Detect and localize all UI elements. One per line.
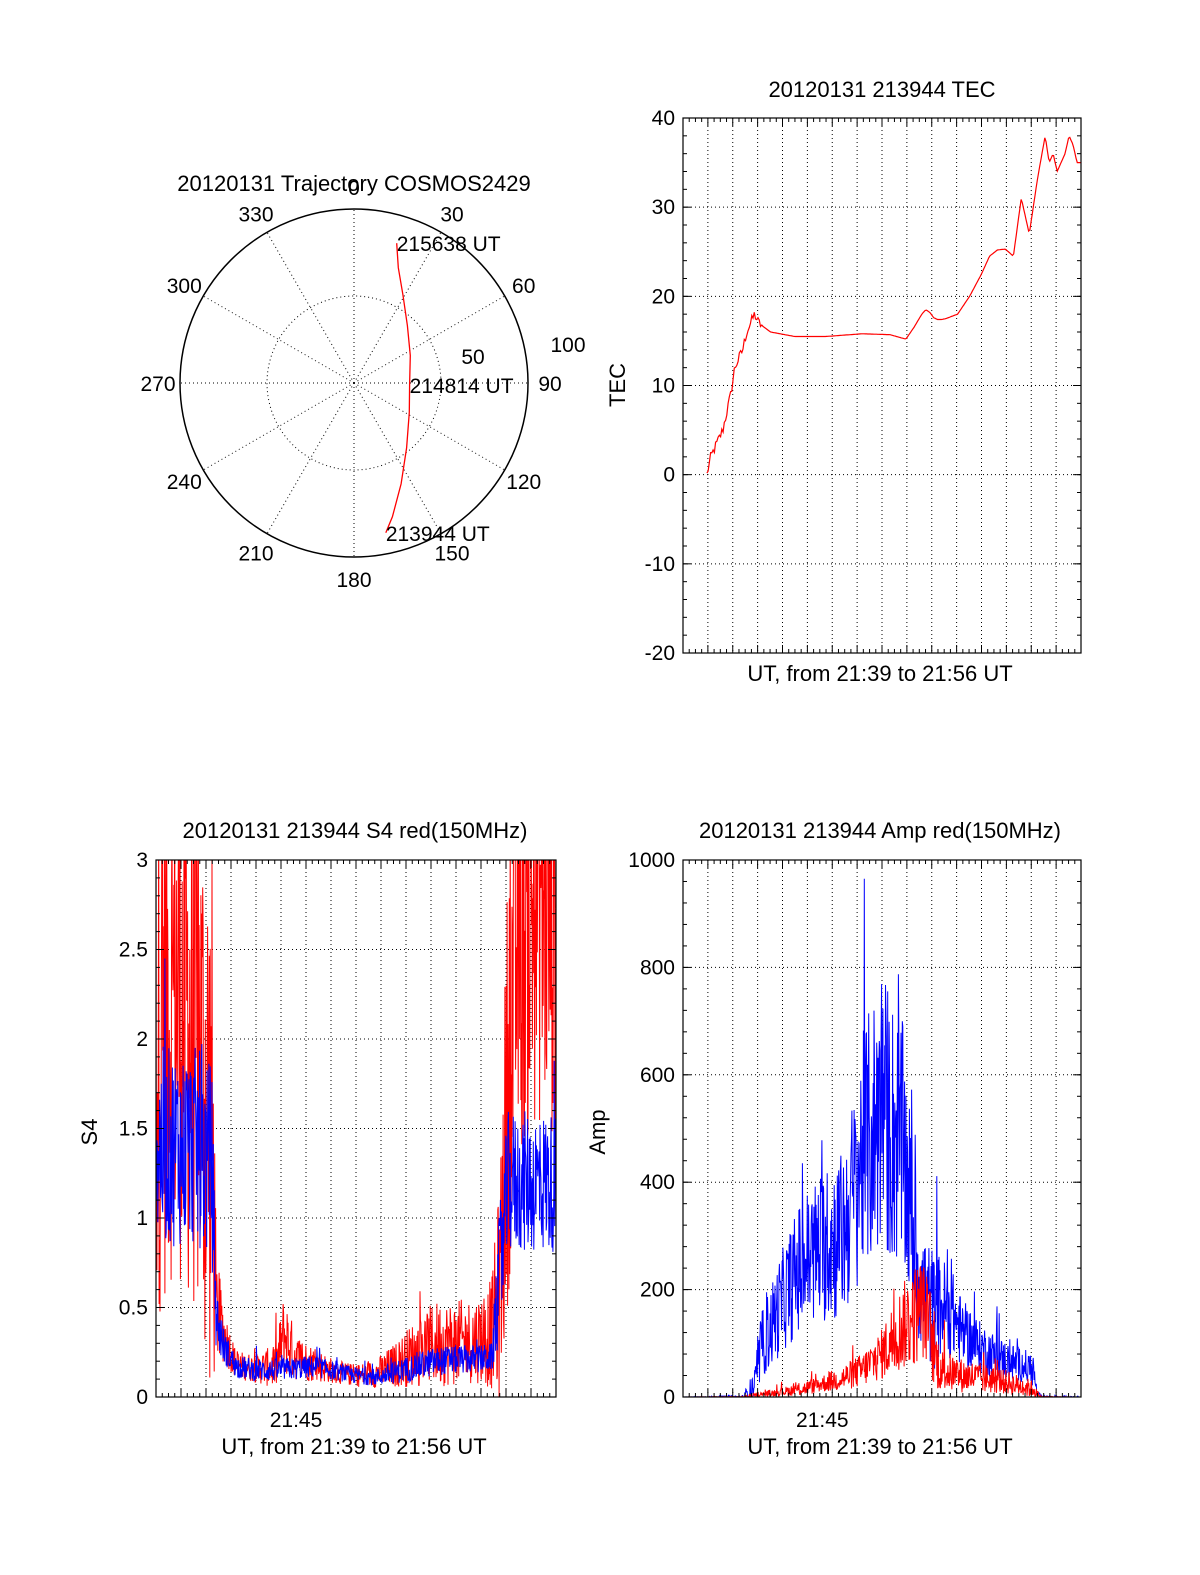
s4-ylabel: S4 <box>77 1119 102 1146</box>
amp-ytick-label: 800 <box>640 956 675 979</box>
amp-series <box>683 878 1081 1397</box>
s4-ytick-label: 3 <box>136 849 148 872</box>
s4-ytick-label: 0 <box>136 1386 148 1409</box>
s4-series-red-line <box>156 860 556 1397</box>
trajectory-annotations: 215638 UT 214814 UT 213944 UT <box>386 233 514 546</box>
amp-title: 20120131 213944 Amp red(150MHz) <box>699 818 1061 843</box>
s4-title: 20120131 213944 S4 red(150MHz) <box>183 818 528 843</box>
amp-ytick-label: 600 <box>640 1064 675 1087</box>
polar-spoke <box>203 295 355 384</box>
trajectory-time-label: 214814 UT <box>410 375 514 398</box>
amp-series-red-line <box>683 1266 1081 1397</box>
amp-y-ticks: 0 200 400 600 800 1000 <box>628 849 1081 1409</box>
polar-azimuth-label: 150 <box>434 543 469 566</box>
tec-series <box>706 136 1081 474</box>
polar-azimuth-label: 180 <box>336 569 371 592</box>
s4-ytick-label: 1 <box>136 1207 148 1230</box>
s4-ytick-label: 2.5 <box>119 939 148 962</box>
s4-x-ticks: 21:45 <box>161 860 551 1432</box>
s4-series <box>156 860 556 1397</box>
polar-grid <box>179 208 529 558</box>
polar-azimuth-label: 330 <box>238 203 273 226</box>
amp-ytick-label: 200 <box>640 1279 675 1302</box>
s4-ytick-label: 1.5 <box>119 1118 148 1141</box>
amp-xlabel: UT, from 21:39 to 21:56 UT <box>747 1434 1012 1459</box>
amp-ytick-label: 0 <box>663 1386 675 1409</box>
polar-spoke <box>266 232 355 384</box>
amp-x-ticks: 21:45 <box>688 860 1076 1432</box>
polar-azimuth-label: 240 <box>167 471 202 494</box>
tec-ytick-label: 0 <box>663 464 675 487</box>
amp-ytick-label: 400 <box>640 1171 675 1194</box>
tec-grid <box>683 118 1081 653</box>
s4-ytick-label: 0.5 <box>119 1297 148 1320</box>
s4-ytick-label: 2 <box>136 1028 148 1051</box>
polar-spoke <box>203 382 355 471</box>
polar-trajectory-panel: 20120131 Trajectory COSMOS2429 0 30 60 90 12… <box>140 171 585 592</box>
amp-panel: 20120131 213944 Amp red(150MHz) 0 200 400 6… <box>585 818 1082 1459</box>
polar-spoke <box>266 382 355 534</box>
trajectory-time-label: 213944 UT <box>386 523 490 546</box>
tec-ytick-label: -20 <box>645 642 675 665</box>
s4-panel: 20120131 213944 S4 red(150MHz) 0 0.5 1 1.5 2… <box>77 818 557 1459</box>
polar-spoke <box>353 382 505 471</box>
polar-azimuth-label: 300 <box>167 275 202 298</box>
polar-azimuth-label: 60 <box>512 275 535 298</box>
tec-xlabel: UT, from 21:39 to 21:56 UT <box>747 661 1012 686</box>
tec-panel: 20120131 213944 TEC -20 -10 0 10 20 30 40 UT, … <box>605 77 1082 686</box>
trajectory-line <box>385 243 411 534</box>
tec-ylabel: TEC <box>605 363 630 407</box>
polar-radial-label: 100 <box>550 334 585 357</box>
polar-radial-label: 50 <box>461 346 484 369</box>
tec-series-red-line <box>706 136 1081 474</box>
polar-inner-circle <box>266 295 442 471</box>
polar-azimuth-label: 0 <box>348 177 360 200</box>
tec-ytick-label: 20 <box>652 285 675 308</box>
amp-series-blue-line <box>683 878 1081 1397</box>
polar-outer-circle <box>179 208 529 558</box>
tec-frame <box>682 117 1082 654</box>
polar-azimuth-label: 90 <box>538 373 561 396</box>
polar-azimuth-label: 120 <box>506 471 541 494</box>
polar-azimuth-label: 210 <box>238 543 273 566</box>
tec-ytick-label: 30 <box>652 196 675 219</box>
s4-frame <box>155 859 557 1398</box>
trajectory-time-label: 215638 UT <box>397 233 501 256</box>
amp-ytick-label: 1000 <box>628 849 675 872</box>
tec-ytick-label: -10 <box>645 553 675 576</box>
polar-spoke <box>353 382 442 534</box>
polar-azimuth-label: 270 <box>140 373 175 396</box>
polar-azimuth-labels: 0 30 60 90 120 150 180 210 240 270 300 330 <box>140 177 561 592</box>
s4-series-blue-line <box>156 958 556 1386</box>
tec-ytick-label: 10 <box>652 375 675 398</box>
tec-ytick-label: 40 <box>652 107 675 130</box>
tec-x-ticks <box>688 118 1076 653</box>
polar-spoke <box>353 295 505 384</box>
tec-title: 20120131 213944 TEC <box>768 77 995 102</box>
polar-spoke <box>353 232 442 384</box>
amp-grid <box>683 860 1081 1397</box>
polar-radial-labels: 50 100 <box>461 334 585 369</box>
polar-azimuth-label: 30 <box>440 203 463 226</box>
amp-ylabel: Amp <box>585 1109 610 1154</box>
amp-xtick-label: 21:45 <box>796 1409 849 1432</box>
s4-xlabel: UT, from 21:39 to 21:56 UT <box>221 1434 486 1459</box>
amp-frame <box>682 859 1082 1398</box>
polar-title: 20120131 Trajectory COSMOS2429 <box>177 171 530 196</box>
s4-xtick-label: 21:45 <box>270 1409 323 1432</box>
